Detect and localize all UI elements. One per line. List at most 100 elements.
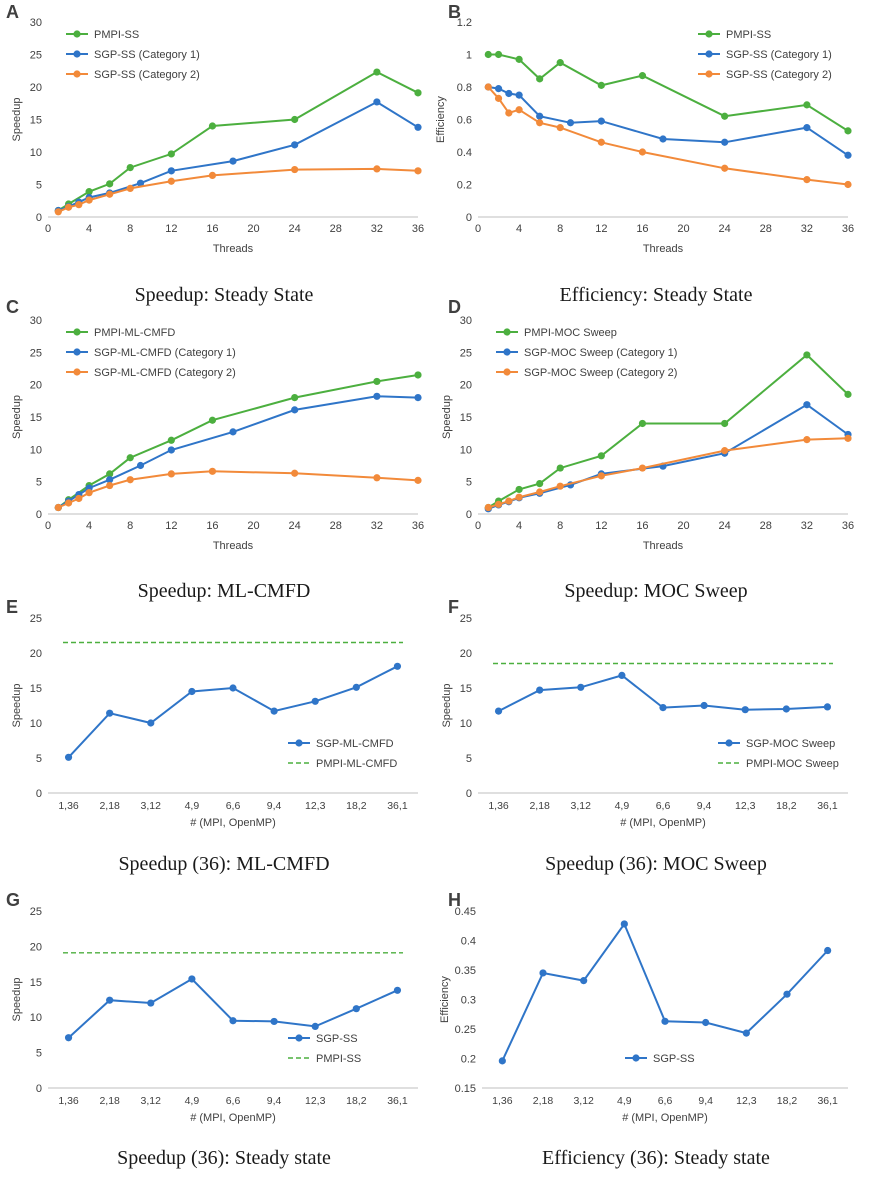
panel-g-xtick-label: 36,1 <box>387 1095 408 1107</box>
panel-b-series-sgp-ss-category-2-point <box>597 138 605 146</box>
panel-b-series-pmpi-ss-point <box>484 50 492 59</box>
panel-c-letter: C <box>6 297 19 317</box>
panel-a-series-sgp-ss-category-2-point <box>414 167 422 175</box>
panel-e-xtick-label: 1,36 <box>58 800 79 812</box>
panel-b-ytick-label: 1 <box>466 50 472 62</box>
panel-f-series-sgp-moc-sweep-point <box>494 707 503 715</box>
panel-g-ylabel: Speedup <box>11 977 23 1021</box>
panel-b-series-sgp-ss-category-2-point <box>505 109 513 117</box>
panel-e-xtick-label: 3,12 <box>141 800 162 812</box>
panel-c-series-sgp-ml-cmfd-category-2-point <box>208 467 217 475</box>
panel-g-xtick-label: 18,2 <box>346 1095 367 1107</box>
panel-h-xtick-label: 9,4 <box>698 1095 713 1107</box>
panel-a-series-pmpi-ss-line <box>57 70 419 212</box>
panel-d-series-pmpi-moc-sweep-point <box>556 464 564 472</box>
panel-d-series-sgp-moc-sweep-category-2-point <box>556 482 564 490</box>
panel-d-ytick-label: 30 <box>460 315 472 327</box>
panel-h-letter: H <box>448 890 461 910</box>
panel-g-legend-label: SGP-SS <box>316 1033 358 1045</box>
panel-d-series-pmpi-moc-sweep-point <box>844 390 852 398</box>
panel-a-xtick-label: 24 <box>289 223 301 235</box>
panel-h-ytick-label: 0.2 <box>461 1054 476 1066</box>
panel-c-xtick-label: 8 <box>127 520 133 532</box>
panel-h-ytick-label: 0.4 <box>461 936 476 948</box>
panel-c-series-sgp-ml-cmfd-category-2-point <box>85 489 93 497</box>
panel-a-ylabel: Speedup <box>11 97 23 141</box>
panel-b-series-sgp-ss-category-1-point <box>505 89 513 98</box>
panel-g: G 0 5 10 15 20 25 1,36 2,18 3,12 4,9 6,6 9,4 12,3 18,2… <box>6 890 418 1124</box>
panel-h-xtick-label: 2,18 <box>533 1095 554 1107</box>
panel-f-series-sgp-moc-sweep-point <box>700 701 708 710</box>
panel-h-series-sgp-ss-point <box>661 1017 669 1025</box>
panel-d-xtick-label: 8 <box>557 520 563 532</box>
panel-f-series-sgp-moc-sweep-point <box>536 686 544 694</box>
panel-e-xtick-label: 36,1 <box>387 800 408 812</box>
panel-b-series-pmpi-ss-point <box>721 112 729 120</box>
panel-c-series-pmpi-ml-cmfd-point <box>291 394 299 402</box>
panel-d-series-pmpi-moc-sweep-line <box>487 353 849 509</box>
panel-c-series-sgp-ml-cmfd-category-2-point <box>64 499 73 507</box>
panel-c-ytick-label: 20 <box>30 380 42 392</box>
panel-d-series-pmpi-moc-sweep-point <box>597 452 605 460</box>
panel-g-ytick-label: 10 <box>30 1012 42 1024</box>
panel-d-legend-marker <box>503 368 511 376</box>
panel-a-xtick-label: 20 <box>247 223 259 235</box>
panel-d-xtick-label: 16 <box>636 520 648 532</box>
panel-a-series-sgp-ss-category-1-point <box>229 157 237 165</box>
panel-e-xtick-label: 12,3 <box>305 800 326 812</box>
panel-c-ytick-label: 25 <box>30 347 42 359</box>
panel-e-ytick-label: 25 <box>30 613 42 625</box>
panel-b-ytick-label: 1.2 <box>457 17 472 29</box>
panel-b-series-sgp-ss-category-2-point <box>515 106 523 114</box>
panel-c-legend-marker <box>73 328 81 336</box>
panel-e-series-sgp-ml-cmfd-point <box>311 697 319 705</box>
panel-d-xtick-label: 32 <box>801 520 813 532</box>
panel-c-series-sgp-ml-cmfd-category-2-line <box>57 470 419 509</box>
panel-f-legend-label: PMPI-MOC Sweep <box>746 758 839 770</box>
panel-c-xtick-label: 28 <box>330 520 342 532</box>
panel-c-xtick-label: 16 <box>206 520 218 532</box>
panel-a-xtick-label: 16 <box>206 223 218 235</box>
panel-e-legend-label: SGP-ML-CMFD <box>316 738 394 750</box>
panel-b-series-sgp-ss-category-1-point <box>721 138 729 146</box>
panel-a-series-sgp-ss-category-2-point <box>64 203 73 211</box>
panel-e-ylabel: Speedup <box>11 683 23 727</box>
panel-b-series-sgp-ss-category-2-point <box>638 148 647 156</box>
panel-g-xtick-label: 2,18 <box>99 1095 120 1107</box>
panel-b-xtick-label: 12 <box>595 223 607 235</box>
panel-g-legend-label: PMPI-SS <box>316 1053 361 1065</box>
panel-a-series-sgp-ss-category-2-point <box>126 184 134 192</box>
panel-h-series-sgp-ss-point <box>742 1029 750 1037</box>
panel-f-legend-marker <box>725 739 733 747</box>
panel-a-xtick-label: 36 <box>412 223 424 235</box>
panel-d-series-pmpi-moc-sweep-point <box>638 419 647 428</box>
panel-h-xtick-label: 18,2 <box>777 1095 798 1107</box>
panel-d-ytick-label: 10 <box>460 444 472 456</box>
caption-c: Speedup: ML-CMFD <box>137 580 311 602</box>
panel-a-series-sgp-ss-category-2-point <box>167 177 175 185</box>
panel-f-series-sgp-moc-sweep-point <box>577 683 585 691</box>
panel-e-series-sgp-ml-cmfd-point <box>106 709 114 717</box>
panel-b-legend-marker <box>705 30 713 38</box>
panel-h-series-sgp-ss-point <box>620 920 628 928</box>
panel-d-series-pmpi-moc-sweep-point <box>536 480 544 488</box>
panel-c-ytick-label: 10 <box>30 444 42 456</box>
panel-h-xtick-label: 3,12 <box>573 1095 594 1107</box>
panel-b-series-pmpi-ss-point <box>597 81 605 89</box>
panel-f-series-sgp-moc-sweep-point <box>618 671 626 680</box>
panel-c-series-pmpi-ml-cmfd-point <box>414 371 422 379</box>
panel-a-ytick-label: 20 <box>30 82 42 94</box>
panel-d-series-pmpi-moc-sweep-point <box>515 485 523 494</box>
panel-d-series-sgp-moc-sweep-category-2-point <box>505 497 513 505</box>
panel-f-ytick-label: 15 <box>460 683 472 695</box>
panel-e-ytick-label: 20 <box>30 648 42 660</box>
panel-d-ytick-label: 15 <box>460 412 472 424</box>
panel-a-series-sgp-ss-category-2-point <box>373 165 381 173</box>
panel-f-series-sgp-moc-sweep-point <box>741 706 749 714</box>
panel-f-ytick-label: 5 <box>466 753 472 765</box>
panel-e-series-sgp-ml-cmfd-point <box>188 687 196 696</box>
panel-h-xtick-label: 12,3 <box>736 1095 757 1107</box>
panel-c-series-sgp-ml-cmfd-category-2-point <box>106 481 114 490</box>
panel-e-legend-marker <box>295 739 303 747</box>
